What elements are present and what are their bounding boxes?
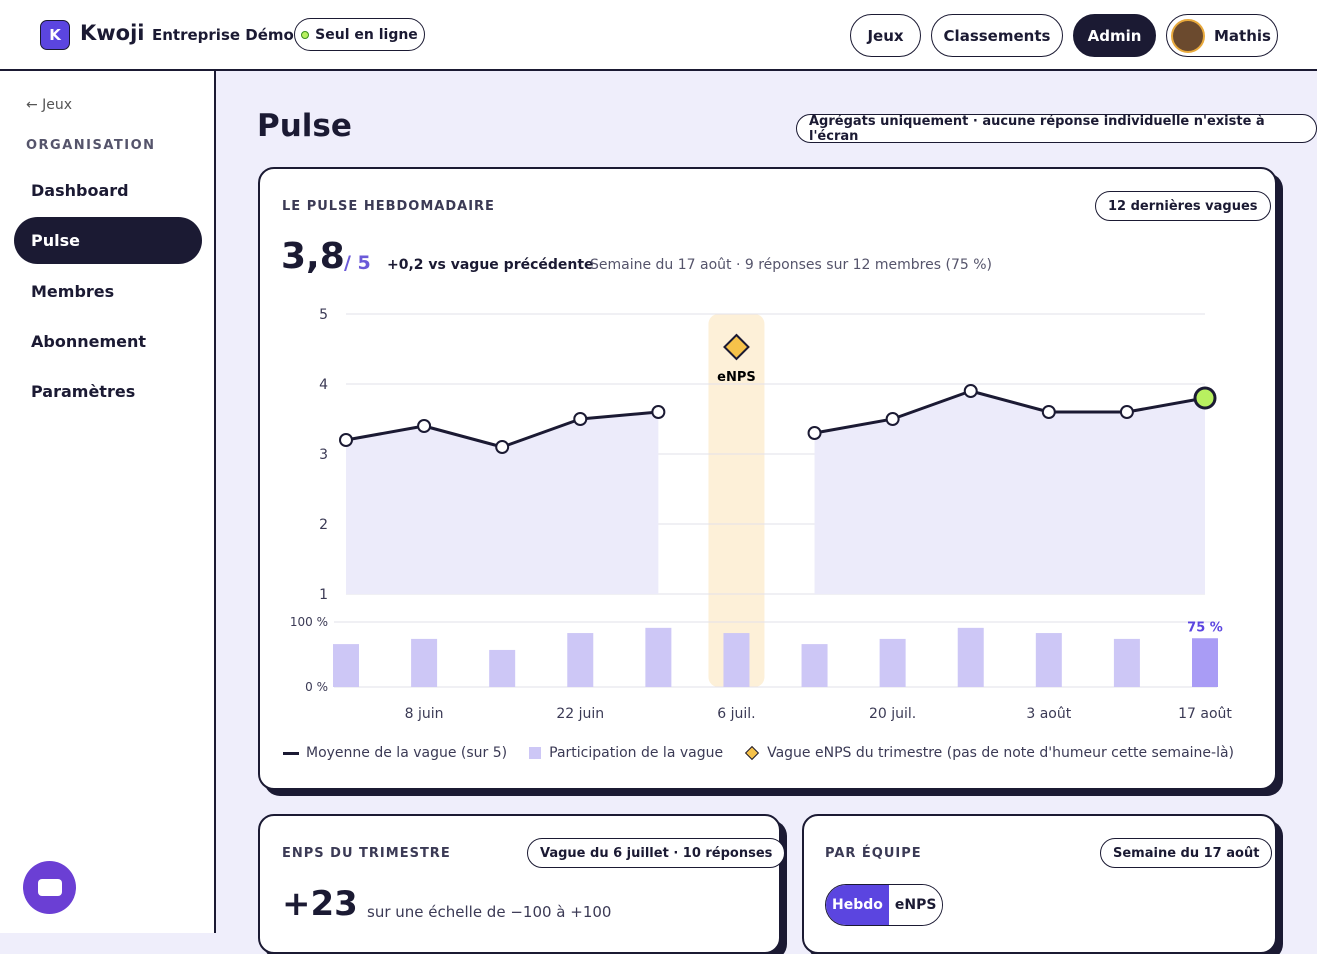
nav-button[interactable]: Jeux	[850, 14, 921, 57]
participation-bar	[489, 649, 516, 687]
line-point	[495, 440, 510, 454]
status-pill: Seul en ligne	[294, 18, 425, 51]
enps-card	[258, 814, 781, 954]
line-point	[1041, 405, 1056, 419]
legend-label: Vague eNPS du trimestre (pas de note d'h…	[767, 745, 1235, 761]
delta: +0,2 vs vague précédente	[387, 257, 594, 273]
legend-diamond	[745, 745, 760, 761]
line-point	[885, 412, 900, 426]
y-tick-label: 3	[319, 447, 328, 463]
company: Entreprise Démo	[152, 26, 294, 44]
x-tick-label: 22 juin	[556, 706, 604, 722]
card-badge: Vague du 6 juillet · 10 réponses	[527, 838, 786, 868]
card-title: LE PULSE HEBDOMADAIRE	[282, 199, 495, 214]
enps-scale: sur une échelle de −100 à +100	[367, 903, 612, 921]
nav-button[interactable]: Classements	[931, 14, 1063, 57]
x-tick-label: 8 juin	[405, 706, 444, 722]
participation-bar	[801, 644, 828, 687]
nav-item[interactable]: Membres	[31, 282, 115, 301]
nav-button[interactable]: Admin	[1073, 14, 1156, 57]
line-point	[1119, 405, 1134, 419]
sidebar	[0, 71, 216, 933]
logo: K	[40, 20, 70, 50]
legend-square	[529, 747, 542, 759]
pulse-chart: eNPS 1 2 3 4 5 0 % 100 % 75 % 8 juin 22 juin 6 juil…	[290, 307, 1233, 722]
line-point	[1193, 386, 1217, 410]
card-badge: 12 dernières vagues	[1095, 191, 1271, 221]
section-label: ORGANISATION	[26, 138, 156, 153]
y2-tick-label: 100 %	[290, 615, 328, 629]
participation-bar	[411, 638, 438, 687]
card-title: ENPS DU TRIMESTRE	[282, 846, 451, 861]
privacy-note: Agrégats uniquement · aucune réponse ind…	[796, 114, 1317, 144]
card-title: PAR ÉQUIPE	[825, 846, 922, 861]
page-title: Pulse	[257, 108, 352, 144]
avatar	[1171, 18, 1205, 53]
nav-item[interactable]: Pulse	[31, 231, 80, 250]
participation-bar	[879, 638, 906, 687]
legend: Moyenne de la vague (sur 5) Participatio…	[283, 745, 1234, 761]
enps-score: +23	[282, 884, 358, 924]
line-area	[814, 391, 1205, 594]
line-point	[963, 384, 978, 398]
chat-button[interactable]	[23, 861, 76, 914]
x-tick-label: 3 août	[1026, 706, 1071, 722]
line-point	[339, 433, 353, 447]
y-tick-label: 5	[319, 307, 328, 323]
line-point	[417, 419, 432, 433]
event-label: eNPS	[717, 370, 756, 385]
y-tick-label: 2	[319, 517, 328, 533]
nav-item[interactable]: Dashboard	[31, 181, 129, 200]
participation-bar	[333, 644, 359, 687]
line-point	[573, 412, 588, 426]
toggle-option[interactable]: Hebdo	[826, 885, 889, 925]
legend-label: Moyenne de la vague (sur 5)	[306, 745, 508, 761]
back-link[interactable]: ← Jeux	[26, 97, 73, 113]
nav-item[interactable]: Paramètres	[31, 382, 136, 401]
user-button[interactable]: Mathis	[1166, 14, 1278, 57]
legend-line	[283, 751, 299, 755]
x-tick-label: 6 juil.	[717, 706, 755, 722]
participation-bar	[957, 627, 984, 687]
participation-bar	[723, 633, 750, 687]
participation-bar	[1192, 638, 1218, 687]
y2-tick-label: 0 %	[305, 680, 328, 694]
line	[814, 389, 1206, 435]
line-area	[346, 412, 659, 594]
x-tick-label: 20 juil.	[869, 706, 916, 722]
line-point	[651, 405, 666, 419]
line-point	[807, 426, 822, 440]
active-nav-bg	[14, 217, 202, 264]
status: Seul en ligne	[315, 26, 418, 43]
toggle-option[interactable]: eNPS	[888, 885, 943, 925]
event-marker	[723, 333, 750, 361]
card-badge: Semaine du 17 août	[1100, 838, 1273, 868]
y-tick-label: 4	[319, 377, 328, 393]
value-label: 75 %	[1187, 620, 1223, 635]
brand: Kwoji	[80, 21, 145, 45]
score: 3,8	[281, 236, 345, 277]
participation-bar	[645, 627, 672, 687]
participation-bar	[1035, 633, 1062, 687]
detail: Semaine du 17 août · 9 réponses sur 12 m…	[590, 257, 992, 273]
toggle: Hebdo eNPS	[825, 884, 944, 926]
participation-bar	[567, 633, 594, 687]
y-tick-label: 1	[319, 587, 328, 603]
participation-bar	[1113, 638, 1140, 687]
user-name: Mathis	[1214, 26, 1271, 45]
legend-label: Participation de la vague	[549, 745, 724, 761]
x-tick-label: 17 août	[1178, 706, 1232, 722]
score-scale: / 5	[344, 252, 371, 274]
nav-item[interactable]: Abonnement	[31, 332, 147, 351]
